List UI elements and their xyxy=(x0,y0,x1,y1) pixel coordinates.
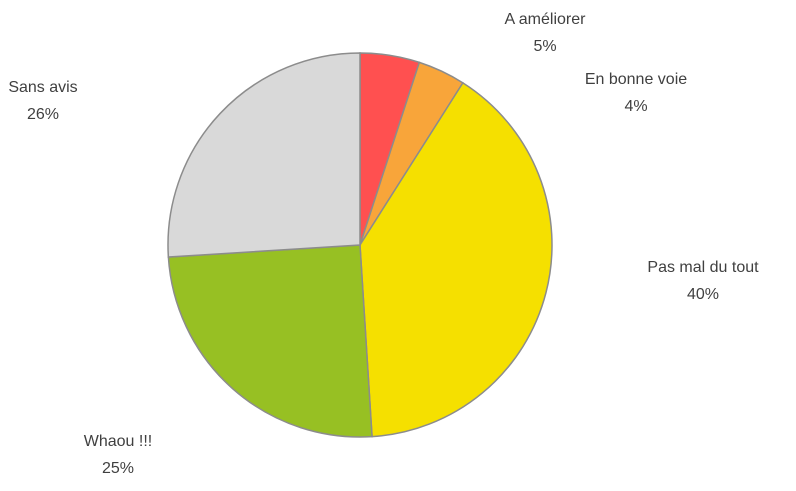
slice-label: En bonne voie xyxy=(585,71,687,88)
slice-value-label: 5% xyxy=(533,38,556,55)
slice-value-label: 25% xyxy=(102,460,134,477)
slice-value-label: 26% xyxy=(27,106,59,123)
pie-slice xyxy=(359,81,553,438)
slice-label: Whaou !!! xyxy=(84,433,152,450)
slice-label: Pas mal du tout xyxy=(647,259,759,276)
pie-slice xyxy=(167,52,361,258)
slice-label: Sans avis xyxy=(8,79,77,96)
slice-label: A améliorer xyxy=(505,11,587,28)
slice-value-label: 4% xyxy=(624,98,647,115)
slice-value-label: 40% xyxy=(687,286,719,303)
pie-slice xyxy=(167,244,373,438)
